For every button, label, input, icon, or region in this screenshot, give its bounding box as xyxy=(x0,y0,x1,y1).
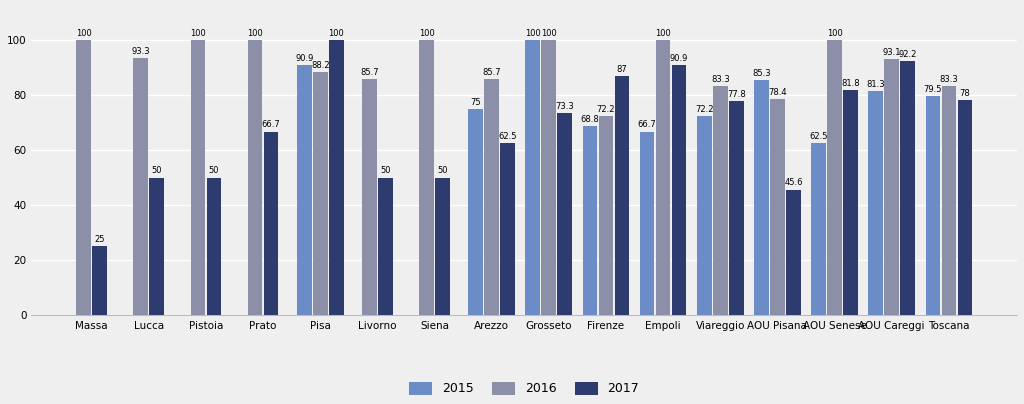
Bar xyxy=(599,116,613,315)
Text: 62.5: 62.5 xyxy=(809,132,827,141)
Bar xyxy=(770,99,784,315)
Text: 50: 50 xyxy=(380,166,390,175)
Bar xyxy=(264,132,279,315)
Text: 100: 100 xyxy=(826,29,843,38)
Bar xyxy=(941,86,956,315)
Bar xyxy=(754,80,769,315)
Text: 100: 100 xyxy=(655,29,671,38)
Text: 66.7: 66.7 xyxy=(638,120,656,129)
Text: 88.2: 88.2 xyxy=(311,61,330,70)
Bar xyxy=(885,59,899,315)
Text: 90.9: 90.9 xyxy=(295,54,313,63)
Bar xyxy=(697,116,712,315)
Bar xyxy=(542,40,556,315)
Text: 100: 100 xyxy=(329,29,344,38)
Bar xyxy=(313,72,328,315)
Legend: 2015, 2016, 2017: 2015, 2016, 2017 xyxy=(404,377,644,400)
Bar xyxy=(811,143,826,315)
Bar xyxy=(435,177,450,315)
Text: 50: 50 xyxy=(209,166,219,175)
Bar xyxy=(207,177,221,315)
Bar xyxy=(133,59,148,315)
Text: 87: 87 xyxy=(616,65,628,74)
Bar xyxy=(150,177,164,315)
Bar xyxy=(957,101,972,315)
Bar xyxy=(297,65,311,315)
Bar xyxy=(868,91,883,315)
Text: 81.3: 81.3 xyxy=(866,80,885,89)
Text: 85.3: 85.3 xyxy=(752,69,771,78)
Text: 62.5: 62.5 xyxy=(499,132,517,141)
Text: 83.3: 83.3 xyxy=(711,75,730,84)
Text: 100: 100 xyxy=(190,29,206,38)
Text: 83.3: 83.3 xyxy=(939,75,958,84)
Bar xyxy=(926,97,940,315)
Text: 93.3: 93.3 xyxy=(131,47,151,56)
Bar xyxy=(362,79,377,315)
Text: 75: 75 xyxy=(470,97,481,107)
Text: 85.7: 85.7 xyxy=(482,68,501,77)
Bar xyxy=(843,90,858,315)
Bar xyxy=(583,126,597,315)
Bar xyxy=(329,40,344,315)
Bar xyxy=(484,79,499,315)
Text: 73.3: 73.3 xyxy=(555,102,574,111)
Bar xyxy=(900,61,915,315)
Text: 72.2: 72.2 xyxy=(597,105,615,114)
Text: 78.4: 78.4 xyxy=(768,88,786,97)
Bar xyxy=(378,177,393,315)
Bar xyxy=(501,143,515,315)
Text: 50: 50 xyxy=(152,166,162,175)
Text: 100: 100 xyxy=(247,29,263,38)
Text: 77.8: 77.8 xyxy=(727,90,745,99)
Bar xyxy=(672,65,686,315)
Bar xyxy=(640,132,654,315)
Text: 25: 25 xyxy=(94,235,104,244)
Text: 93.1: 93.1 xyxy=(883,48,901,57)
Text: 78: 78 xyxy=(959,89,971,98)
Bar xyxy=(248,40,262,315)
Text: 92.2: 92.2 xyxy=(898,50,916,59)
Text: 81.8: 81.8 xyxy=(842,79,860,88)
Bar xyxy=(92,246,106,315)
Text: 100: 100 xyxy=(541,29,557,38)
Bar xyxy=(557,114,572,315)
Bar xyxy=(827,40,842,315)
Text: 72.2: 72.2 xyxy=(695,105,714,114)
Bar xyxy=(190,40,205,315)
Text: 66.7: 66.7 xyxy=(262,120,281,129)
Bar xyxy=(729,101,743,315)
Bar xyxy=(713,86,728,315)
Text: 100: 100 xyxy=(419,29,434,38)
Bar xyxy=(655,40,671,315)
Bar xyxy=(419,40,434,315)
Text: 100: 100 xyxy=(76,29,91,38)
Bar xyxy=(525,40,541,315)
Text: 90.9: 90.9 xyxy=(670,54,688,63)
Text: 50: 50 xyxy=(437,166,447,175)
Bar xyxy=(76,40,91,315)
Bar xyxy=(468,109,483,315)
Bar xyxy=(614,76,630,315)
Text: 79.5: 79.5 xyxy=(924,85,942,94)
Bar xyxy=(786,189,801,315)
Text: 100: 100 xyxy=(525,29,541,38)
Text: 68.8: 68.8 xyxy=(581,115,599,124)
Text: 45.6: 45.6 xyxy=(784,179,803,187)
Text: 85.7: 85.7 xyxy=(360,68,379,77)
